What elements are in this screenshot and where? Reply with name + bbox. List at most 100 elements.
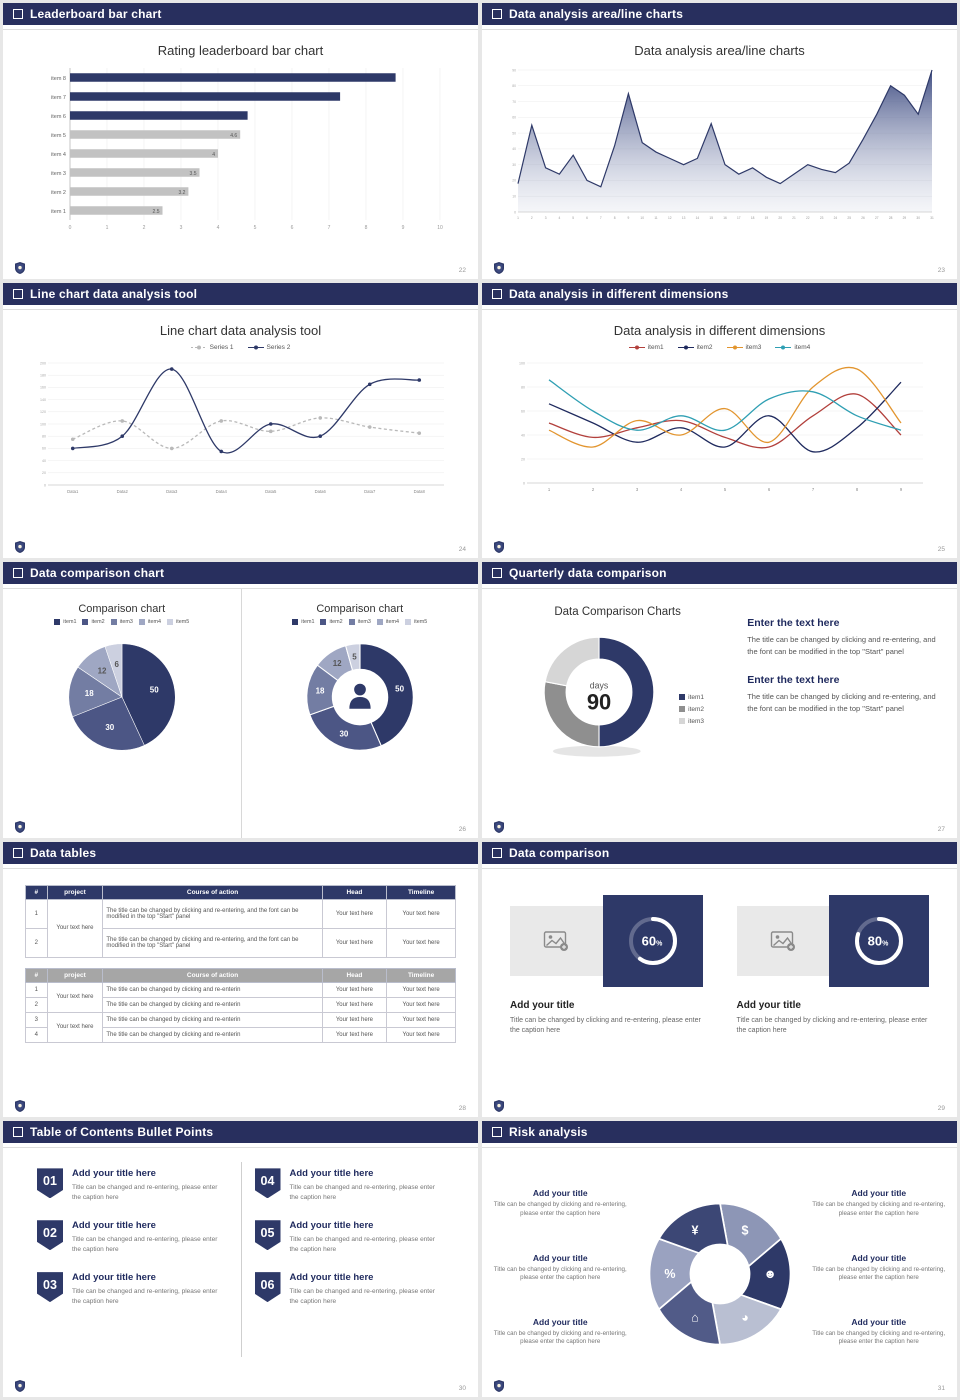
svg-text:item 5: item 5 [51, 133, 66, 139]
slide-content: 60% Add your title Title can be changed … [482, 869, 957, 1118]
table-cell: Your text here [321, 1011, 388, 1028]
svg-text:60%: 60% [641, 933, 662, 948]
svg-text:90: 90 [512, 68, 516, 72]
image-placeholder [736, 905, 829, 976]
svg-text:1: 1 [517, 216, 519, 220]
legend-item: item1 [292, 619, 314, 626]
risk-block: Add your title Title can be changed by cl… [492, 1188, 629, 1218]
table-header-cell: # [25, 967, 48, 983]
legend-line-marker [726, 345, 743, 350]
number-badge: 03 [37, 1272, 63, 1303]
svg-text:60: 60 [512, 116, 516, 120]
svg-text:2: 2 [591, 487, 594, 492]
table-cell: Your text here [321, 927, 388, 958]
svg-text:3: 3 [544, 216, 546, 220]
chart-legend: item1 item2 item3 item4 [482, 344, 957, 351]
toc-caption: Title can be changed and re-entering, pl… [72, 1184, 218, 1201]
risk-block: Add your title Title can be changed by cl… [811, 1188, 948, 1218]
legend-line-marker [677, 345, 694, 350]
bullet-square-icon [13, 9, 23, 19]
table-cell: Your text here [386, 898, 456, 929]
legend-line-marker [775, 345, 792, 350]
slide-data-comparison-progress: Data comparison 60% Add your title Title… [482, 841, 957, 1118]
legend-label: item3 [357, 619, 371, 626]
svg-text:10: 10 [437, 225, 443, 231]
risk-title: Add your title [851, 1316, 907, 1327]
svg-text:50: 50 [512, 131, 516, 135]
svg-text:Data1: Data1 [67, 489, 79, 494]
table-cell: Your text here [321, 1026, 388, 1043]
svg-text:0: 0 [44, 483, 46, 487]
svg-text:18: 18 [315, 687, 324, 696]
chart-title: Comparison chart [316, 603, 404, 616]
chart-title: Data Comparison Charts [554, 606, 681, 619]
toc-title: Add your title here [72, 1272, 156, 1284]
legend-swatch [110, 619, 117, 626]
slide-content: # project Course of action Head Timeline 1 You… [3, 869, 478, 1118]
number-badge: 05 [254, 1220, 281, 1251]
svg-text:90: 90 [587, 690, 611, 715]
risk-title: Add your title [851, 1252, 907, 1263]
svg-text:27: 27 [875, 216, 879, 220]
legend-item: item3 [110, 619, 133, 626]
table-header-cell: Timeline [386, 967, 456, 983]
svg-text:0: 0 [514, 210, 516, 214]
svg-text:80: 80 [42, 434, 46, 438]
slide-header-title: Data comparison chart [30, 566, 165, 581]
table-cell: 2 [25, 996, 48, 1013]
chart-legend: Series 1 Series 2 [3, 344, 478, 351]
svg-text:Data2: Data2 [116, 489, 128, 494]
svg-text:23: 23 [819, 216, 823, 220]
svg-text:0: 0 [523, 481, 525, 485]
legend-item: item2 [677, 343, 713, 351]
legend-label: item2 [91, 619, 105, 626]
legend-item: item2 [82, 619, 105, 626]
svg-text:12: 12 [97, 666, 106, 675]
svg-text:26: 26 [861, 216, 865, 220]
svg-text:30: 30 [916, 216, 920, 220]
legend-item: item3 [726, 344, 761, 351]
person-icon [349, 683, 371, 709]
svg-text:13: 13 [681, 216, 685, 220]
image-placeholder [510, 905, 603, 976]
svg-text:100: 100 [519, 361, 525, 365]
toc-item: 05 Add your title here Title can be chang… [254, 1220, 445, 1254]
slide-content: Line chart data analysis tool Series 1 Se… [3, 310, 478, 559]
legend-label: item5 [414, 619, 428, 626]
table-cell: Your text here [386, 927, 456, 958]
svg-text:4: 4 [212, 152, 215, 158]
toc-caption: Title can be changed and re-entering, pl… [289, 1288, 435, 1305]
slide-header-title: Data analysis area/line charts [509, 7, 684, 21]
people-icon: ☻ [763, 1267, 776, 1281]
slide-header: Leaderboard bar chart [3, 3, 478, 25]
svg-text:9: 9 [899, 487, 902, 492]
legend-label: item2 [329, 619, 343, 626]
legend-label: item2 [696, 343, 713, 351]
svg-text:5: 5 [352, 653, 357, 662]
header-rule [3, 29, 478, 30]
number-badge: 04 [254, 1168, 281, 1199]
legend-item: item3 [348, 619, 371, 626]
svg-text:9: 9 [627, 216, 629, 220]
svg-text:29: 29 [902, 216, 906, 220]
risk-block: Add your title Title can be changed by cl… [811, 1253, 948, 1283]
svg-text:8: 8 [613, 216, 615, 220]
risk-caption: Title can be changed by clicking and re-… [493, 1265, 627, 1282]
toc-title: Add your title here [72, 1168, 156, 1180]
svg-text:18: 18 [85, 689, 94, 698]
slide-header: Data analysis in different dimensions [482, 282, 957, 305]
svg-text:120: 120 [40, 410, 46, 414]
toc-item: 02 Add your title here Title can be chang… [37, 1220, 227, 1254]
progress-ring-80: 80% [855, 916, 903, 965]
svg-text:2: 2 [142, 225, 145, 231]
table-header-cell: Course of action [102, 884, 323, 900]
svg-text:30: 30 [512, 163, 516, 167]
svg-text:3: 3 [635, 487, 638, 492]
slide-content: Data Comparison Charts days 90 item1 item2… [482, 589, 957, 838]
svg-text:30: 30 [339, 730, 348, 739]
line-chart: 0 20 40 60 80 100 120 140 160 180 200 Data1 Data2 Dat… [40, 361, 444, 494]
card-caption: Title can be changed by clicking and re-… [510, 1016, 701, 1035]
chart-title: Data analysis area/line charts [634, 43, 805, 58]
svg-text:4: 4 [216, 225, 219, 231]
slide-header-title: Risk analysis [509, 1125, 588, 1140]
